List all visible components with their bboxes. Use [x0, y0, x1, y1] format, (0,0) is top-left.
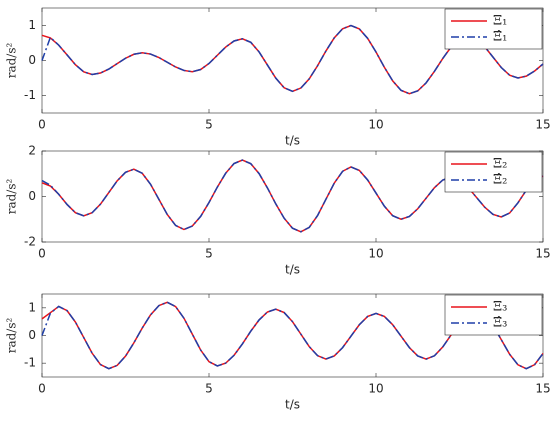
legend-label: Ξ̂₂	[493, 173, 507, 188]
x-tick-label: 10	[368, 118, 383, 132]
legend-box	[444, 151, 543, 193]
y-tick-label: -1	[24, 88, 36, 102]
y-tick-label: -1	[24, 356, 36, 370]
x-tick-label: 10	[368, 247, 383, 261]
legend-box	[444, 294, 543, 336]
x-axis-label: t/s	[285, 134, 300, 148]
x-axis-label: t/s	[285, 398, 300, 412]
legend: Ξ₃Ξ̂₃	[444, 294, 543, 336]
y-tick-label: 0	[28, 328, 36, 342]
x-tick-label: 0	[38, 118, 46, 132]
x-tick-label: 0	[38, 247, 46, 261]
data-line	[41, 24, 544, 95]
y-axis-label: rad/s²	[5, 43, 19, 79]
x-tick-label: 15	[535, 118, 550, 132]
data-line	[41, 301, 544, 370]
x-tick-label: 10	[368, 382, 383, 396]
x-tick-label: 5	[205, 247, 213, 261]
x-tick-label: 15	[535, 247, 550, 261]
y-tick-label: 2	[28, 144, 36, 158]
legend-label: Ξ₁	[493, 14, 507, 29]
x-tick-label: 15	[535, 382, 550, 396]
y-axis-label: rad/s²	[5, 179, 19, 215]
legend: Ξ₁Ξ̂₁	[444, 8, 543, 50]
y-tick-label: 1	[28, 18, 36, 32]
y-tick-label: 0	[28, 189, 36, 203]
legend-label: Ξ̂₁	[493, 30, 507, 45]
y-tick-label: 1	[28, 300, 36, 314]
x-axis-label: t/s	[285, 263, 300, 277]
legend-label: Ξ₂	[493, 157, 507, 172]
y-tick-label: 0	[28, 53, 36, 67]
x-tick-label: 0	[38, 382, 46, 396]
legend-label: Ξ₃	[493, 300, 507, 315]
legend-box	[444, 8, 543, 50]
y-tick-label: -2	[24, 235, 36, 249]
y-axis-label: rad/s²	[5, 318, 19, 354]
legend-label: Ξ̂₃	[493, 316, 507, 331]
x-tick-label: 5	[205, 118, 213, 132]
legend: Ξ₂Ξ̂₂	[444, 151, 543, 193]
x-tick-label: 5	[205, 382, 213, 396]
